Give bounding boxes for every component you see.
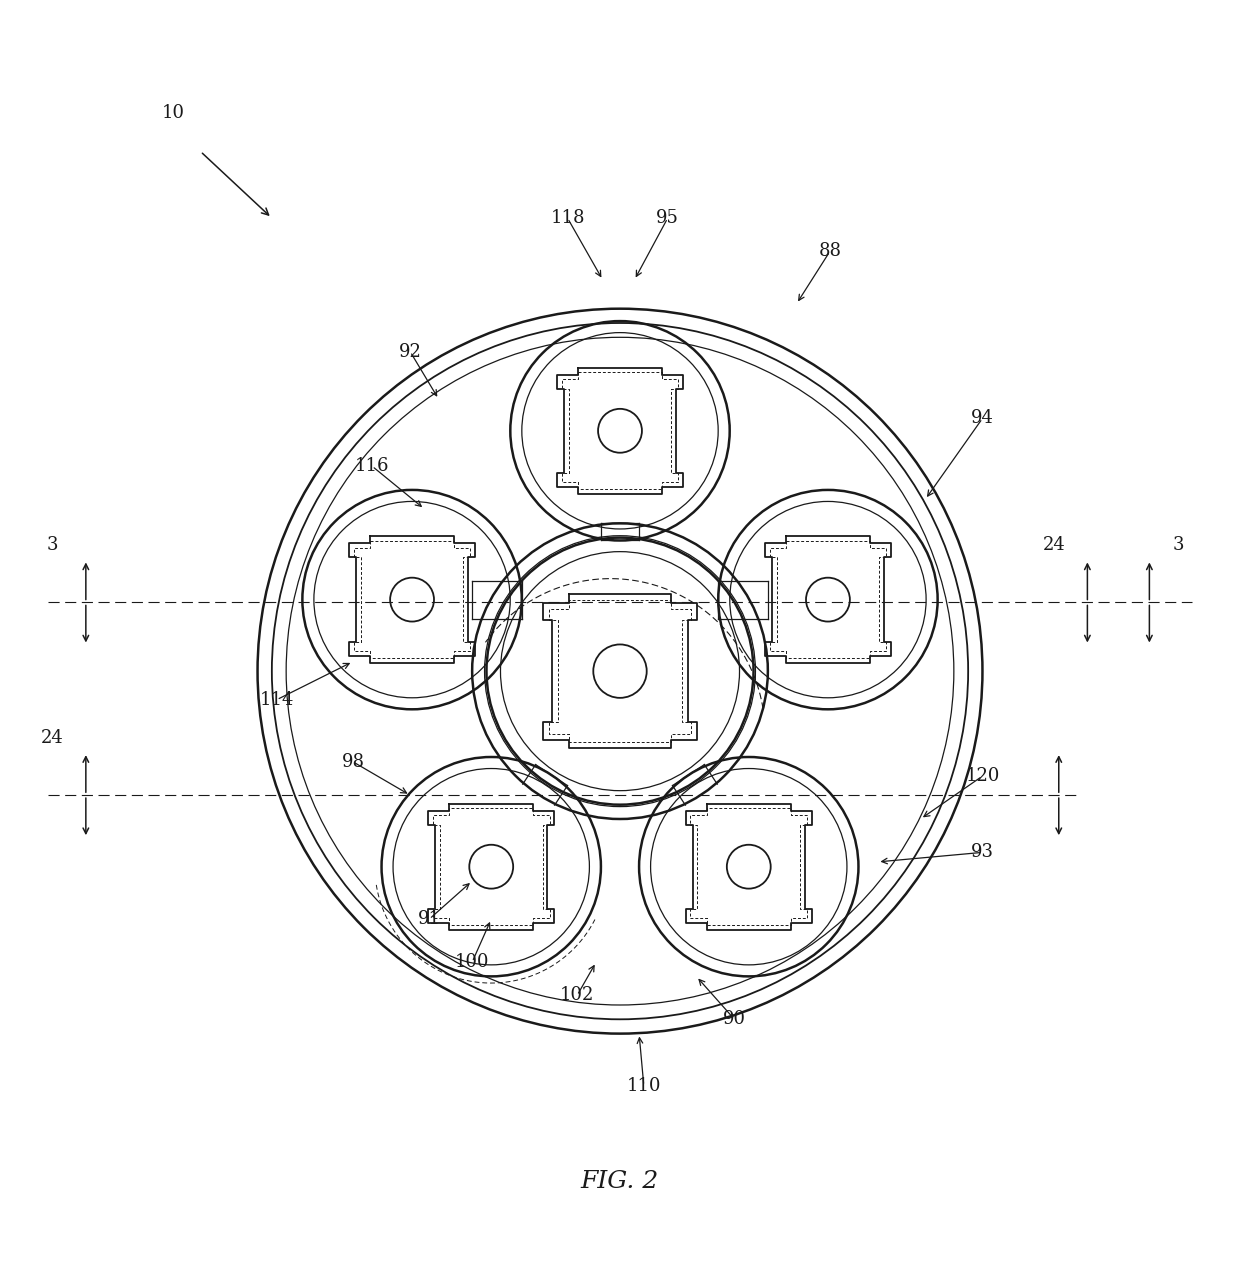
Text: 24: 24: [1043, 536, 1065, 555]
Text: 102: 102: [560, 986, 594, 1004]
Text: 90: 90: [723, 1010, 746, 1028]
Text: FIG. 2: FIG. 2: [580, 1170, 660, 1193]
Text: 93: 93: [971, 843, 994, 861]
Text: 118: 118: [551, 209, 585, 227]
Text: 98: 98: [341, 753, 365, 771]
Text: 3: 3: [1172, 536, 1184, 555]
Text: 88: 88: [818, 243, 842, 261]
Text: 91: 91: [418, 910, 440, 928]
Text: 10: 10: [162, 104, 185, 122]
Text: 24: 24: [41, 729, 63, 747]
Text: 114: 114: [259, 691, 294, 709]
Text: 100: 100: [455, 953, 490, 971]
Text: 110: 110: [626, 1077, 661, 1095]
Text: 120: 120: [965, 767, 999, 785]
Text: 92: 92: [399, 343, 422, 361]
Text: 116: 116: [355, 457, 389, 475]
Text: 3: 3: [47, 536, 58, 555]
Text: 94: 94: [971, 409, 994, 428]
Text: 95: 95: [656, 209, 680, 227]
